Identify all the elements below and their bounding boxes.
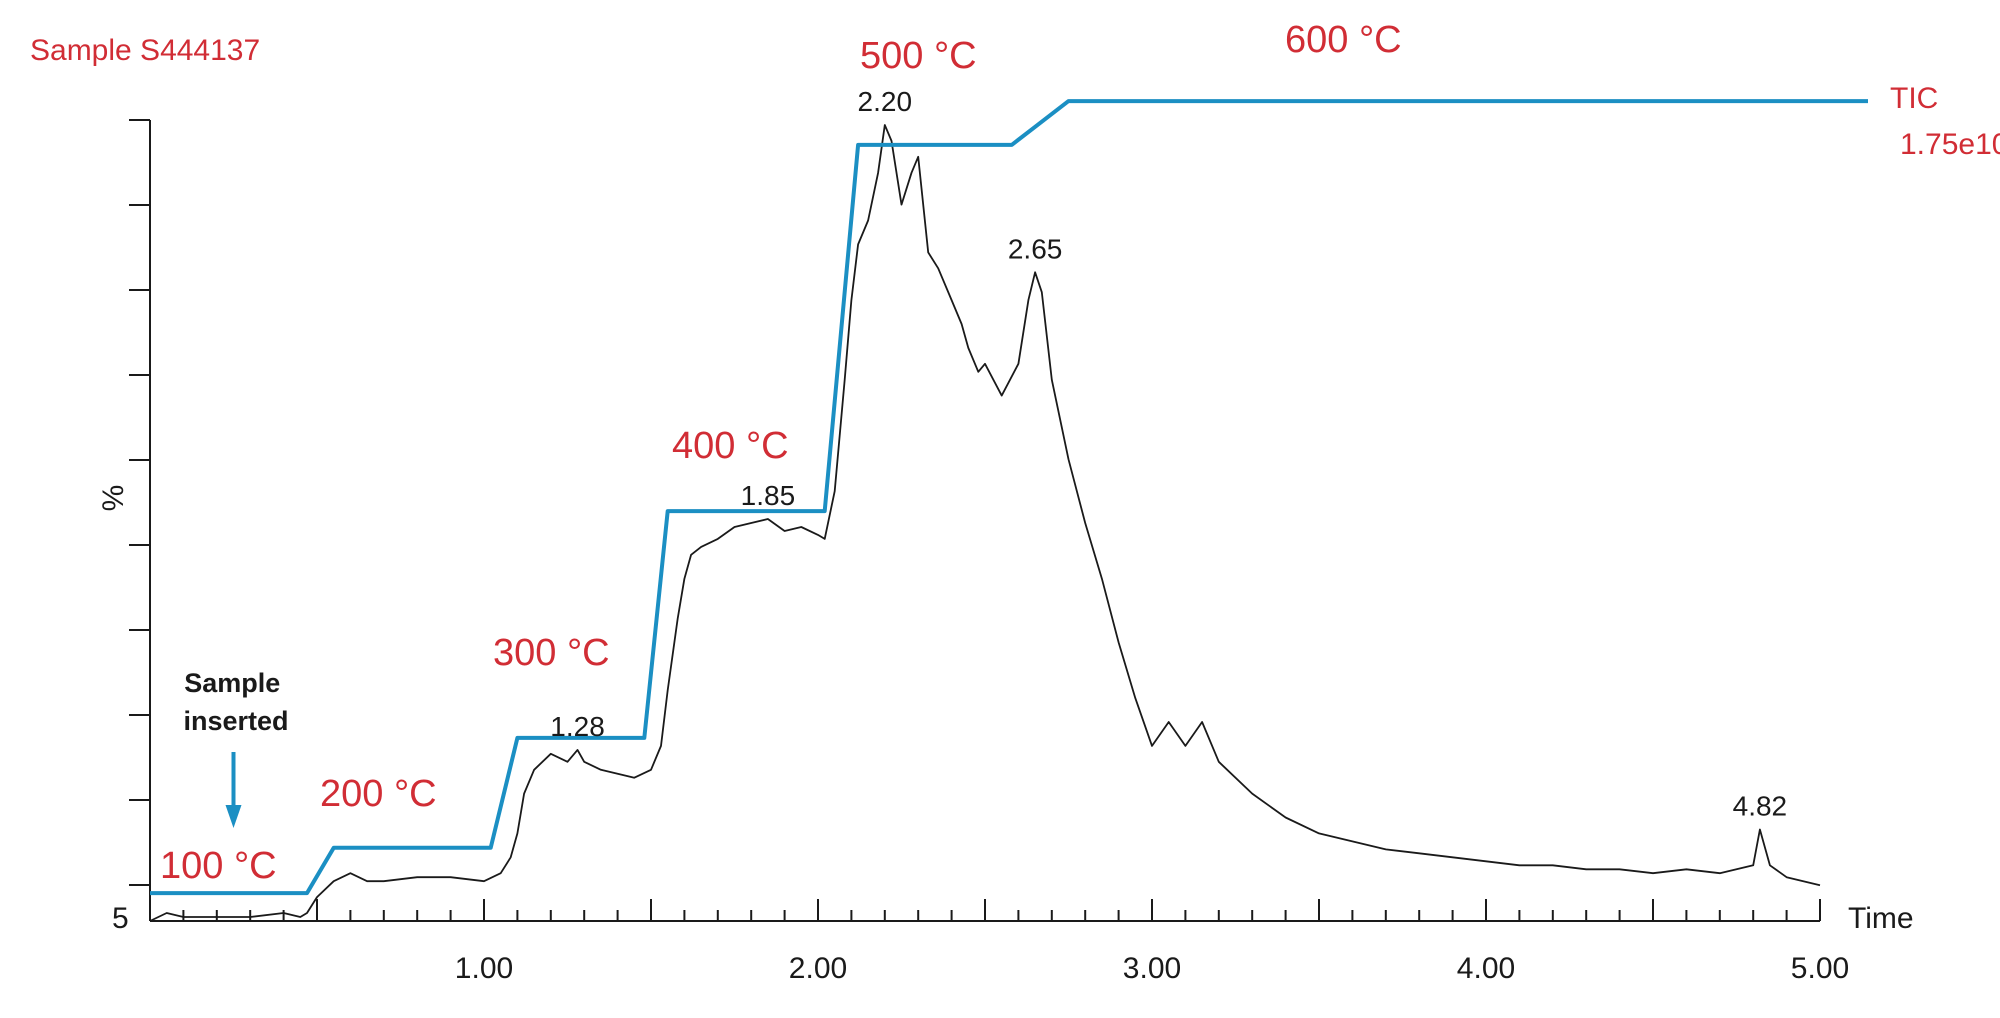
temperature-label: 100 °C — [160, 845, 277, 887]
temperature-label: 200 °C — [320, 773, 437, 815]
temperature-label: 600 °C — [1285, 19, 1402, 61]
y-axis-bottom-label: 5 — [112, 902, 129, 935]
x-tick-label: 3.00 — [1123, 952, 1181, 985]
tic-trace — [149, 124, 1821, 922]
x-tick-label: 4.00 — [1457, 952, 1515, 985]
trace-label: TIC — [1890, 82, 1938, 115]
peak-label: 1.85 — [741, 480, 796, 511]
temperature-label: 500 °C — [860, 35, 977, 77]
sample-inserted-annotation: Sample inserted — [183, 668, 288, 736]
temperature-label: 400 °C — [672, 425, 789, 467]
x-tick-label: 5.00 — [1791, 952, 1849, 985]
y-axis-label: % — [97, 485, 130, 512]
peak-label: 1.28 — [550, 711, 605, 742]
temperature-program-line — [150, 99, 1868, 896]
chart-title: Sample S444137 — [30, 34, 260, 67]
trace-scale-label: 1.75e10 — [1900, 128, 2000, 161]
x-tick-label: 2.00 — [789, 952, 847, 985]
sample-inserted-arrow-head — [225, 805, 242, 828]
peak-label: 2.65 — [1008, 233, 1063, 264]
peak-label: 4.82 — [1733, 790, 1788, 821]
x-axis-label: Time — [1848, 902, 1914, 935]
temperature-label: 300 °C — [493, 632, 610, 674]
x-tick-label: 1.00 — [455, 952, 513, 985]
peak-label: 2.20 — [858, 86, 913, 117]
